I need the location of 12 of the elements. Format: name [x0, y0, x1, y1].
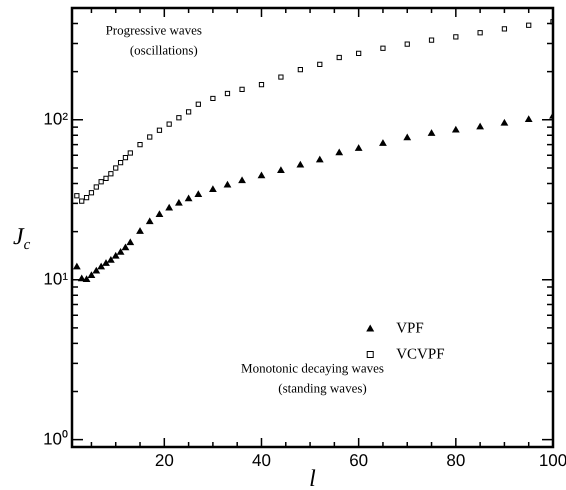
x-tick-label: 40 [252, 451, 271, 470]
x-tick-label: 80 [446, 451, 466, 470]
legend-label: VPF [396, 320, 424, 336]
legend-label: VCVPF [396, 346, 445, 362]
y-tick-label: 10² [43, 109, 68, 128]
annotation: Monotonic decaying waves (standing waves) [241, 360, 384, 396]
x-tick-label: 60 [349, 451, 368, 470]
annotation: Progressive waves (oscillations) [106, 22, 202, 58]
x-tick-label: 20 [154, 451, 174, 470]
y-tick-label: 10¹ [43, 269, 68, 288]
y-tick-label: 10⁰ [43, 429, 68, 448]
x-axis-title: l [309, 466, 316, 490]
